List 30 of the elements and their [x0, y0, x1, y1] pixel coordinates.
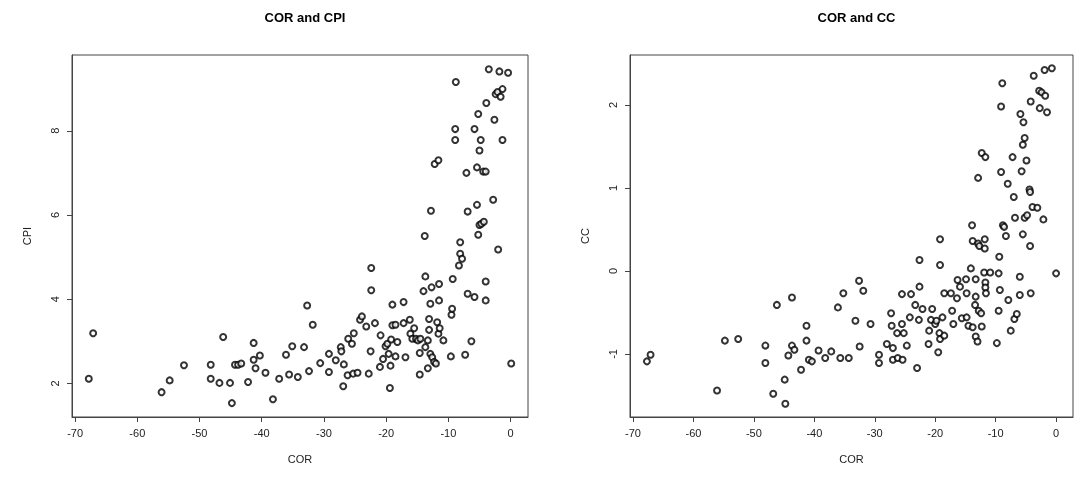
x-tick-label: -40	[253, 426, 270, 439]
y-tick-label: 8	[48, 127, 61, 134]
chart-title: COR and CC	[817, 10, 897, 25]
x-tick-label: 0	[1053, 426, 1060, 439]
y-axis-title: CPI	[20, 226, 33, 246]
x-tick-label: -20	[927, 426, 944, 439]
x-tick-label: -60	[685, 426, 702, 439]
y-tick-label: 6	[48, 211, 61, 219]
y-tick-label: 2	[606, 101, 619, 108]
chart-title: COR and CPI	[264, 10, 346, 25]
x-tick-label: -40	[806, 426, 823, 439]
x-tick-label: 0	[507, 426, 514, 439]
y-tick-label: 4	[48, 296, 61, 303]
x-tick-label: -20	[378, 426, 395, 439]
x-axis-title: COR	[287, 452, 313, 465]
x-tick-label: -70	[67, 426, 84, 439]
x-tick-label: -50	[191, 426, 208, 439]
x-tick-label: -60	[129, 426, 146, 439]
x-tick-label: -10	[987, 426, 1004, 439]
x-tick-label: -70	[625, 426, 641, 439]
y-tick-label: 2	[48, 380, 61, 387]
x-tick-label: -30	[316, 426, 332, 439]
y-tick-label: 0	[606, 267, 619, 274]
y-tick-label: -1	[606, 349, 619, 359]
x-axis-title: COR	[839, 452, 864, 465]
x-tick-label: -30	[866, 426, 883, 439]
x-tick-label: -50	[745, 426, 762, 439]
y-tick-label: 1	[606, 184, 619, 191]
x-tick-label: -10	[440, 426, 457, 439]
y-axis-title: CC	[578, 228, 591, 244]
